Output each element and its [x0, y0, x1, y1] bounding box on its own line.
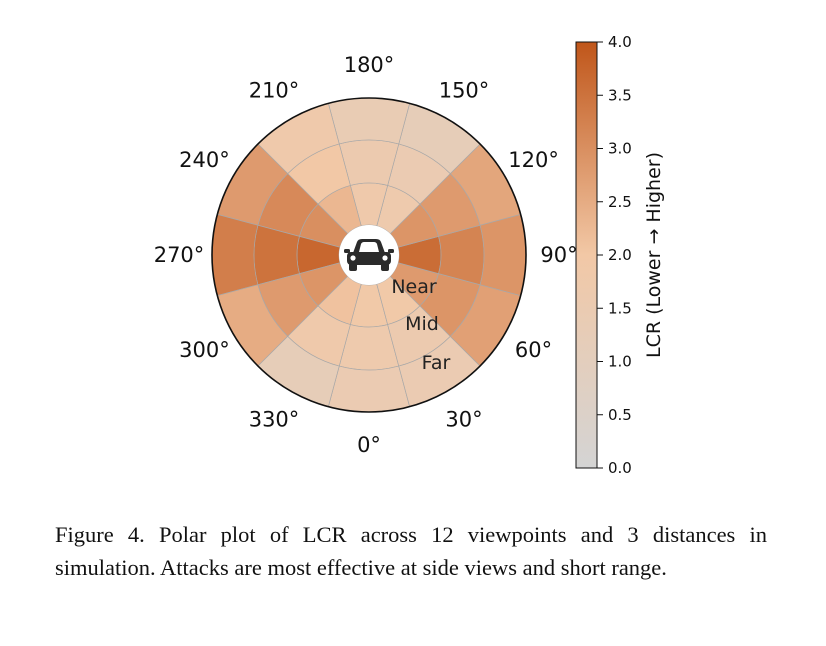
colorbar-tick-label: 4.0: [608, 33, 632, 51]
colorbar-gradient: [575, 41, 598, 469]
ring-labels: Near Mid Far: [391, 276, 450, 374]
ring-label-near: Near: [391, 276, 437, 298]
angle-label-180: 180°: [344, 53, 395, 77]
angle-label-120: 120°: [508, 148, 559, 172]
angle-label-240: 240°: [179, 148, 230, 172]
colorbar-tick-label: 2.0: [608, 246, 632, 264]
angle-label-210: 210°: [249, 78, 300, 102]
sector-far-90: [479, 213, 527, 297]
polar-chart: 0° 30° 60° 90° 120° 150° 180° 210° 240° 270° 300° 3…: [154, 33, 665, 477]
colorbar-tick-label: 3.5: [608, 86, 632, 104]
colorbar-tick-label: 0.5: [608, 406, 632, 424]
angle-label-90: 90°: [540, 243, 577, 267]
colorbar-tick-label: 1.0: [608, 353, 632, 371]
angle-label-60: 60°: [515, 338, 552, 362]
colorbar-tick-label: 2.5: [608, 193, 632, 211]
car-icon: [339, 225, 399, 285]
colorbar-label: LCR (Lower → Higher): [643, 152, 665, 358]
figure-caption: Figure 4. Polar plot of LCR across 12 vi…: [55, 522, 767, 580]
angle-labels: 0° 30° 60° 90° 120° 150° 180° 210° 240° 270° 300° 3…: [154, 53, 578, 457]
angle-label-330: 330°: [249, 408, 300, 432]
sector-far-180: [327, 97, 411, 145]
colorbar-tick-label: 1.5: [608, 299, 632, 317]
angle-label-270: 270°: [154, 243, 205, 267]
sector-far-270: [211, 213, 259, 297]
polar-outer-frame: [211, 97, 527, 413]
colorbar-tick-label: 0.0: [608, 459, 632, 477]
colorbar-tick-label: 3.0: [608, 140, 632, 158]
colorbar: 0.0 0.5 1.0 1.5 2.0 2.5 3.0 3.5 4.0 LCR (Lower →…: [575, 33, 665, 477]
angle-label-300: 300°: [179, 338, 230, 362]
angle-label-150: 150°: [439, 78, 490, 102]
angle-label-0: 0°: [357, 433, 381, 457]
angle-label-30: 30°: [445, 408, 482, 432]
polar-sectors: [211, 97, 527, 413]
ring-label-far: Far: [422, 352, 451, 374]
ring-label-mid: Mid: [405, 313, 439, 335]
sector-far-0: [327, 365, 411, 413]
colorbar-ticks: 0.0 0.5 1.0 1.5 2.0 2.5 3.0 3.5 4.0: [597, 33, 632, 477]
